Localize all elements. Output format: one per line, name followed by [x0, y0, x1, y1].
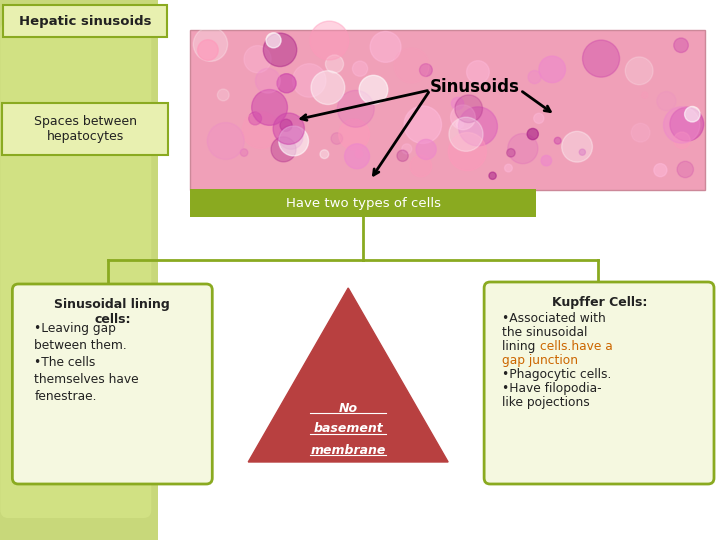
Circle shape [541, 156, 552, 166]
Circle shape [528, 71, 541, 84]
Circle shape [534, 113, 544, 124]
Circle shape [394, 48, 429, 83]
Text: gap junction: gap junction [502, 354, 578, 367]
Circle shape [353, 61, 368, 76]
Text: like pojections: like pojections [502, 396, 590, 409]
Circle shape [451, 105, 475, 130]
Circle shape [242, 112, 279, 149]
Circle shape [240, 149, 248, 157]
Circle shape [252, 90, 287, 125]
Text: Sinusoidal lining
cells:: Sinusoidal lining cells: [55, 298, 170, 326]
Circle shape [527, 129, 539, 140]
Circle shape [404, 106, 441, 144]
Text: Have two types of cells: Have two types of cells [286, 197, 441, 210]
FancyBboxPatch shape [190, 30, 705, 190]
Circle shape [338, 90, 374, 127]
Circle shape [198, 40, 218, 60]
Circle shape [256, 69, 280, 93]
Circle shape [248, 112, 261, 125]
Text: the sinusoidal: the sinusoidal [502, 326, 588, 339]
Circle shape [508, 133, 538, 164]
FancyBboxPatch shape [2, 103, 168, 155]
Polygon shape [248, 288, 448, 462]
Circle shape [193, 27, 228, 62]
Text: membrane: membrane [310, 443, 386, 456]
Circle shape [207, 123, 244, 159]
Circle shape [657, 92, 676, 111]
Circle shape [311, 71, 345, 105]
Circle shape [664, 107, 700, 143]
Text: Hepatic sinusoids: Hepatic sinusoids [19, 15, 152, 28]
Circle shape [273, 113, 305, 144]
Circle shape [580, 149, 585, 156]
Circle shape [455, 95, 482, 123]
Text: •Have filopodia-: •Have filopodia- [502, 382, 602, 395]
FancyBboxPatch shape [190, 189, 536, 217]
Circle shape [266, 33, 281, 48]
Circle shape [355, 150, 363, 158]
Text: Kupffer Cells:: Kupffer Cells: [552, 296, 648, 309]
Text: •Leaving gap
between them.
•The cells
themselves have
fenestrae.: •Leaving gap between them. •The cells th… [35, 322, 139, 403]
Circle shape [217, 89, 229, 101]
Text: No: No [338, 402, 358, 415]
Text: •Associated with: •Associated with [502, 312, 606, 325]
Circle shape [416, 139, 436, 159]
Circle shape [670, 107, 703, 141]
Circle shape [631, 123, 650, 142]
Circle shape [459, 107, 498, 146]
Circle shape [507, 148, 515, 157]
Circle shape [449, 132, 487, 171]
Circle shape [370, 31, 401, 62]
Circle shape [642, 92, 648, 98]
FancyBboxPatch shape [1, 22, 151, 518]
Circle shape [677, 161, 693, 178]
Circle shape [554, 137, 561, 144]
Circle shape [264, 33, 297, 66]
Circle shape [562, 131, 593, 162]
Text: Sinusoids: Sinusoids [430, 78, 520, 96]
Circle shape [279, 125, 303, 150]
Circle shape [325, 55, 343, 73]
Circle shape [420, 64, 432, 77]
Circle shape [320, 150, 329, 159]
Circle shape [338, 119, 369, 150]
Circle shape [582, 40, 620, 77]
Circle shape [359, 75, 388, 104]
Circle shape [674, 38, 688, 52]
Circle shape [280, 119, 292, 131]
Circle shape [539, 56, 565, 83]
Circle shape [279, 126, 309, 156]
Circle shape [685, 106, 700, 122]
FancyBboxPatch shape [4, 5, 167, 37]
Circle shape [467, 60, 490, 84]
Circle shape [451, 97, 464, 110]
Circle shape [402, 144, 412, 154]
Circle shape [449, 117, 483, 151]
Text: lining: lining [502, 340, 539, 353]
Circle shape [277, 73, 296, 93]
Circle shape [331, 133, 343, 144]
Circle shape [489, 172, 496, 179]
FancyBboxPatch shape [12, 284, 212, 484]
Circle shape [625, 57, 653, 85]
Circle shape [397, 150, 408, 161]
Circle shape [410, 155, 432, 177]
Circle shape [456, 120, 464, 128]
Circle shape [674, 132, 690, 149]
Circle shape [654, 164, 667, 177]
FancyBboxPatch shape [1, 0, 158, 540]
Circle shape [292, 64, 326, 97]
Circle shape [345, 144, 369, 168]
Circle shape [271, 137, 296, 162]
Circle shape [505, 164, 513, 172]
Text: basement: basement [313, 422, 383, 435]
Text: cells.have a: cells.have a [540, 340, 613, 353]
Circle shape [244, 45, 271, 73]
Text: •Phagocytic cells.: •Phagocytic cells. [502, 368, 611, 381]
Text: Spaces between
hepatocytes: Spaces between hepatocytes [34, 115, 137, 143]
FancyBboxPatch shape [484, 282, 714, 484]
Circle shape [310, 21, 348, 60]
